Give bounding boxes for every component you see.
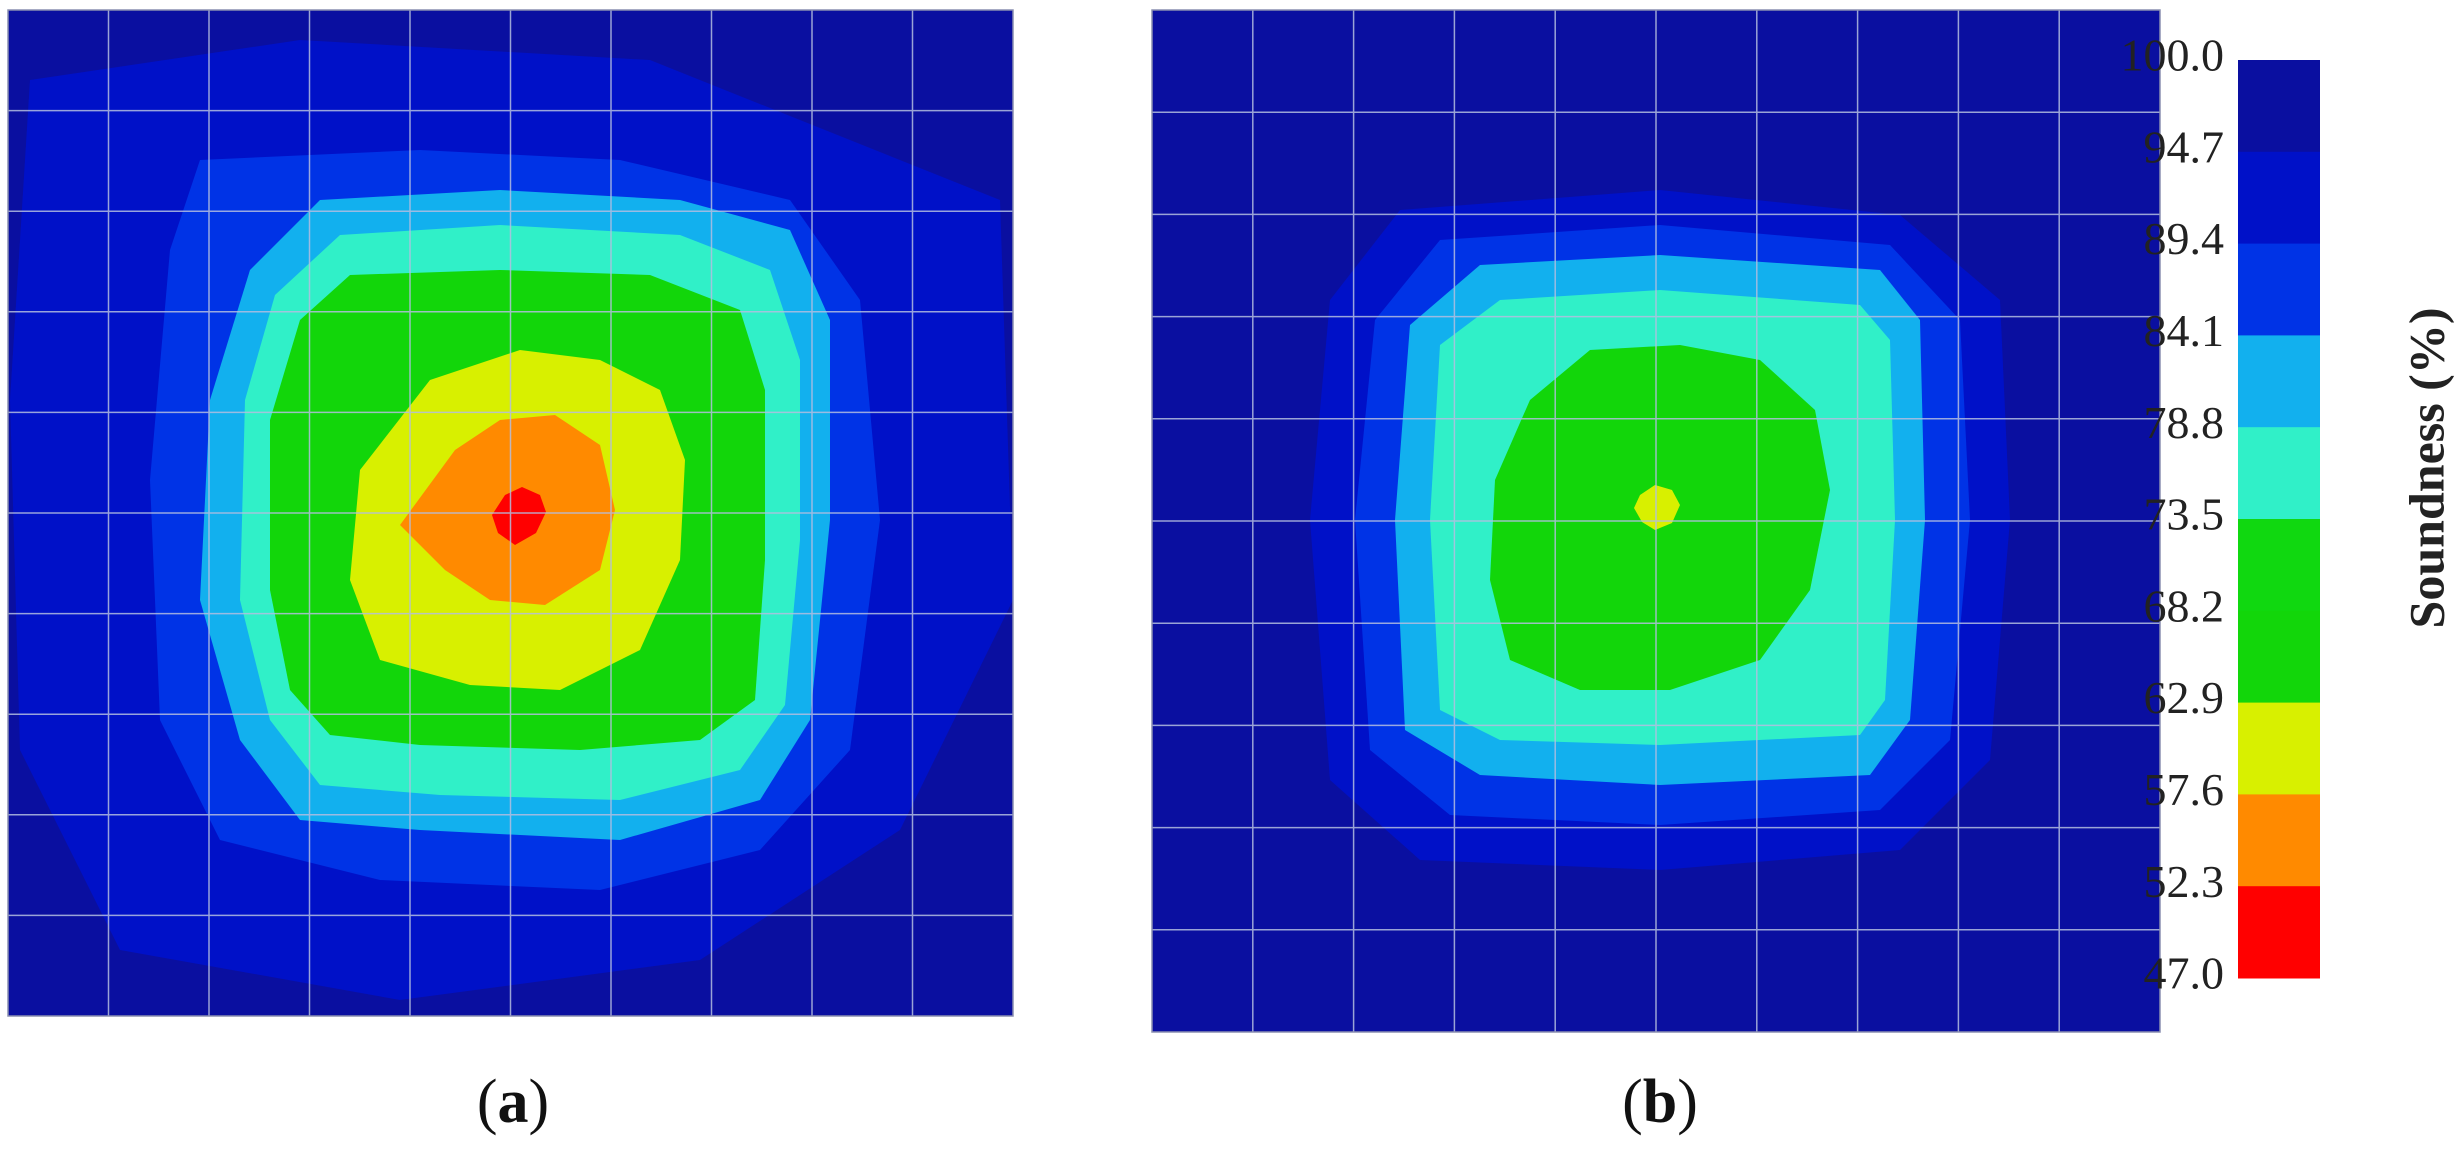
colorbar-tick-label: 57.6 [2144, 764, 2225, 815]
colorbar-tick-label: 94.7 [2144, 121, 2225, 172]
colorbar-band [2238, 427, 2320, 520]
colorbar-band [2238, 610, 2320, 704]
colorbar-band [2238, 335, 2320, 428]
colorbar-tick-label: 100.0 [2121, 30, 2225, 81]
colorbar-band [2238, 151, 2320, 245]
panel-b-frame [1151, 9, 2161, 1033]
colorbar-tick-label: 52.3 [2144, 856, 2225, 907]
colorbar-title: Soundness (%) [2398, 308, 2454, 629]
colorbar-ticks: 100.0 94.7 89.4 84.1 78.8 73.5 68.2 62.9 57.6 52.… [2121, 30, 2225, 999]
colorbar-tick-label: 84.1 [2144, 305, 2225, 356]
panel-b-grid [1152, 10, 2160, 1032]
colorbar-tick-label: 68.2 [2144, 580, 2225, 631]
colorbar-band [2238, 519, 2320, 612]
colorbar-tick-label: 78.8 [2144, 397, 2225, 448]
colorbar-tick-label: 47.0 [2144, 948, 2225, 999]
panel-label-a: (a) [477, 1068, 549, 1136]
panel-a-grid [8, 10, 1013, 1016]
colorbar-band [2238, 243, 2320, 336]
colorbar-band [2238, 60, 2320, 153]
colorbar-tick-label: 73.5 [2144, 489, 2225, 540]
colorbar-band [2238, 886, 2320, 979]
panel-label-b: (b) [1622, 1068, 1698, 1136]
colorbar-tick-label: 62.9 [2144, 672, 2225, 723]
colorbar-band [2238, 794, 2320, 887]
colorbar [2238, 60, 2320, 979]
panel-a-frame [7, 9, 1014, 1017]
colorbar-band [2238, 702, 2320, 795]
panel-a-contour-50 [492, 487, 546, 545]
heatmap-panel-a [7, 9, 1014, 1017]
heatmap-panel-b [1151, 9, 2161, 1033]
panel-b-contour-60 [1634, 485, 1680, 530]
colorbar-tick-label: 89.4 [2144, 213, 2225, 264]
